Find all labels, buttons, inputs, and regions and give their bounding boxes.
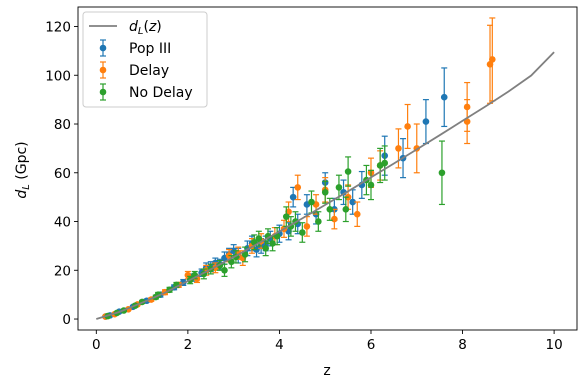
data-point [255, 235, 263, 242]
legend-label: Delay [129, 63, 169, 79]
data-point [294, 184, 302, 191]
x-axis: 0 2 4 6 8 10 [92, 330, 563, 353]
x-tick-label: 6 [367, 337, 376, 353]
data-point [299, 229, 306, 236]
x-tick-label: 2 [184, 337, 193, 353]
data-point [221, 266, 228, 274]
data-point [241, 251, 249, 258]
data-point [262, 245, 269, 252]
data-point [315, 218, 322, 225]
y-tick-label: 60 [54, 166, 71, 182]
data-point [342, 206, 350, 213]
legend: dL(z) Pop III Delay No Delay [82, 11, 208, 108]
data-point [353, 210, 361, 218]
y-tick-label: 120 [45, 20, 71, 36]
data-point [331, 215, 338, 223]
y-tick-label: 0 [62, 312, 71, 328]
data-point [395, 145, 402, 152]
data-point [381, 159, 389, 167]
data-point [440, 93, 448, 101]
data-point [344, 168, 352, 175]
data-point [367, 181, 375, 189]
y-tick-label: 100 [45, 68, 71, 84]
y-tick-label: 80 [54, 117, 71, 133]
x-tick-label: 8 [458, 337, 467, 353]
data-point [269, 240, 276, 247]
data-point [282, 213, 290, 220]
data-point [303, 223, 311, 230]
data-point [335, 184, 343, 191]
data-point [404, 123, 411, 130]
legend-label: dL(z) [129, 19, 162, 37]
data-point [489, 56, 496, 63]
x-tick-label: 10 [546, 337, 563, 353]
legend-label: No Delay [129, 85, 193, 101]
legend-marker [99, 44, 107, 52]
x-axis-label: z [323, 363, 330, 379]
data-point [438, 169, 446, 177]
series-no-delay [104, 140, 446, 320]
data-point [308, 198, 315, 206]
model-curve-line [96, 51, 555, 320]
y-axis-label: dL (Gpc) [14, 141, 32, 198]
legend-marker [99, 66, 107, 74]
data-point [326, 206, 334, 213]
data-point [289, 193, 297, 201]
legend-label: Pop III [129, 41, 171, 57]
y-tick-label: 40 [54, 215, 71, 231]
y-axis: 0 20 40 60 80 100 120 [45, 20, 78, 328]
data-point [321, 188, 329, 196]
data-point [349, 198, 356, 206]
plot-frame [77, 6, 578, 331]
y-tick-label: 20 [54, 263, 71, 279]
x-tick-label: 4 [275, 337, 284, 353]
x-tick-label: 0 [92, 337, 101, 353]
data-point [422, 118, 430, 125]
legend-box [82, 11, 208, 108]
legend-marker [99, 88, 107, 96]
model-curve-layer [96, 51, 555, 320]
